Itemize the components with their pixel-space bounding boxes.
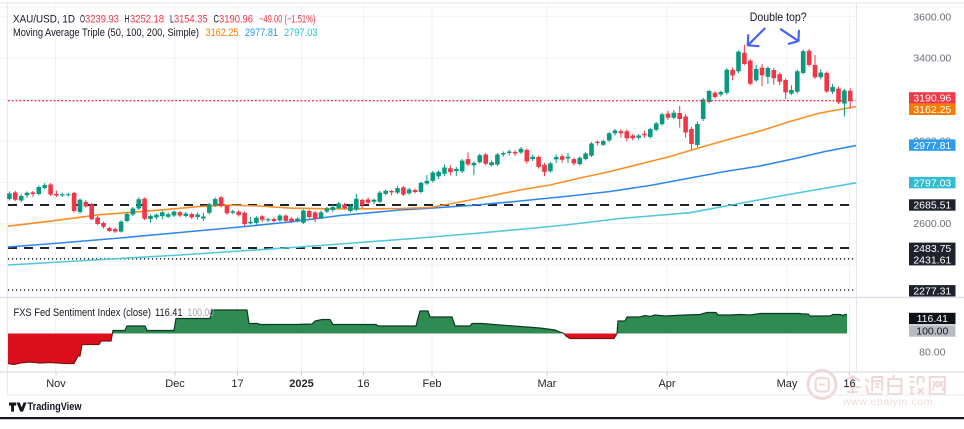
svg-text:2797.03: 2797.03: [284, 27, 318, 39]
svg-text:2600.00: 2600.00: [913, 218, 951, 230]
svg-text:O: O: [80, 14, 85, 26]
svg-text:Double top?: Double top?: [750, 10, 807, 24]
svg-text:TradingView: TradingView: [28, 401, 82, 413]
svg-text:XAU/USD, 1D: XAU/USD, 1D: [13, 14, 75, 26]
svg-text:3190.96: 3190.96: [219, 14, 253, 26]
svg-text:3400.00: 3400.00: [913, 53, 951, 65]
svg-text:3252.18: 3252.18: [130, 14, 164, 26]
svg-text:3162.25: 3162.25: [913, 104, 951, 116]
svg-text:2483.75: 2483.75: [913, 243, 951, 255]
svg-text:H: H: [125, 14, 130, 26]
svg-text:3190.96: 3190.96: [913, 93, 951, 105]
svg-text:3162.25: 3162.25: [206, 27, 239, 39]
svg-text:100.00: 100.00: [916, 326, 948, 338]
svg-text:16: 16: [357, 378, 369, 390]
svg-text:−49.00 (−1.51%): −49.00 (−1.51%): [259, 14, 315, 26]
svg-text:17: 17: [231, 378, 243, 390]
svg-text:80.00: 80.00: [919, 347, 945, 359]
svg-text:2025: 2025: [289, 378, 313, 390]
svg-text:3239.93: 3239.93: [85, 14, 119, 26]
svg-text:2977.81: 2977.81: [245, 27, 278, 39]
svg-text:2685.51: 2685.51: [913, 200, 951, 212]
svg-text:3600.00: 3600.00: [913, 12, 951, 24]
svg-text:Apr: Apr: [658, 378, 675, 390]
svg-text:C: C: [214, 14, 220, 26]
svg-text:FXS Fed Sentiment Index (close: FXS Fed Sentiment Index (close): [14, 307, 152, 319]
svg-text:www.ebaiyin.com: www.ebaiyin.com: [842, 396, 933, 408]
svg-text:Nov: Nov: [46, 378, 66, 390]
svg-text:Mar: Mar: [538, 378, 557, 390]
svg-text:100.00: 100.00: [188, 307, 215, 319]
svg-text:3154.35: 3154.35: [174, 14, 208, 26]
svg-text:Dec: Dec: [165, 378, 185, 390]
svg-text:16: 16: [843, 378, 855, 390]
svg-text:2277.31: 2277.31: [913, 286, 951, 298]
svg-text:Feb: Feb: [423, 378, 442, 390]
svg-text:May: May: [777, 378, 798, 390]
svg-text:116.41: 116.41: [917, 313, 948, 325]
svg-text:Moving Average Triple (50, 100: Moving Average Triple (50, 100, 200, Sim…: [13, 27, 199, 39]
svg-text:L: L: [170, 14, 174, 26]
svg-text:2431.61: 2431.61: [913, 254, 951, 266]
svg-text:116.41: 116.41: [155, 307, 183, 319]
svg-text:2977.81: 2977.81: [913, 140, 951, 152]
svg-text:2797.03: 2797.03: [913, 177, 951, 189]
